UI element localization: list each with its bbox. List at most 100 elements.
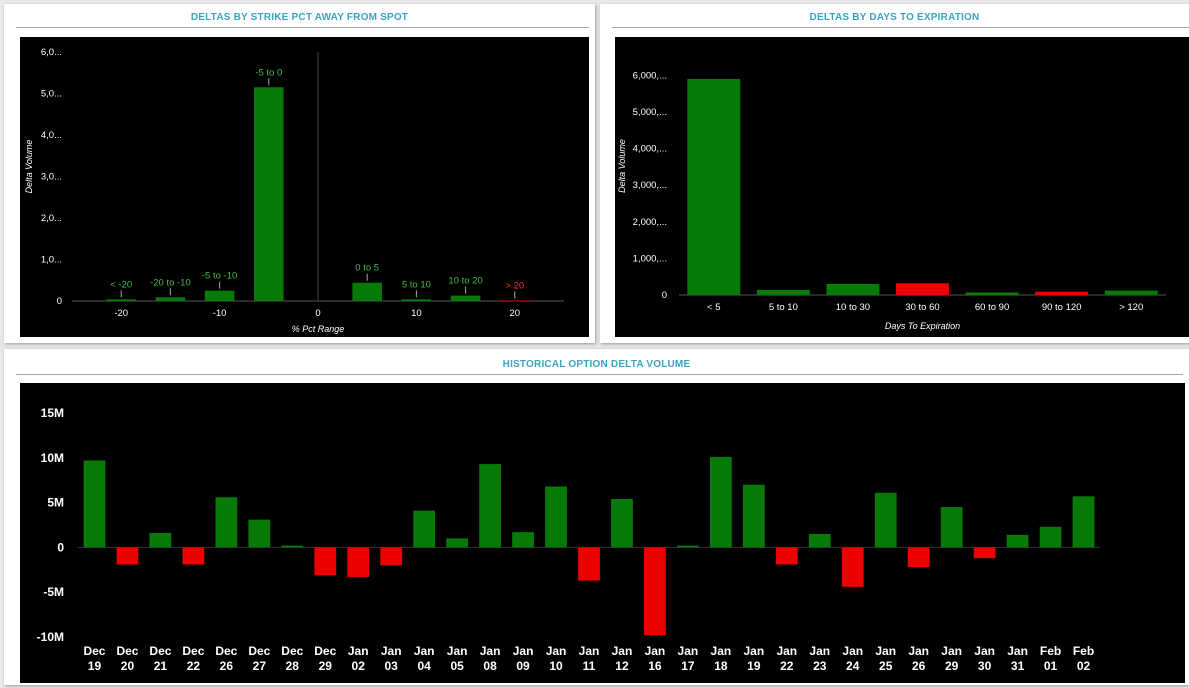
x-tick-label-month: Dec [281, 644, 303, 658]
y-tick-label: 5,000,... [633, 107, 667, 118]
y-tick-label: 15M [41, 406, 64, 420]
x-tick-label: 5 to 10 [769, 302, 798, 313]
x-tick-label-month: Jan [645, 644, 666, 658]
x-tick-label-month: Jan [743, 644, 764, 658]
expiry-title-rule [612, 27, 1189, 28]
x-tick-label: 0 [315, 308, 320, 319]
bar [149, 533, 172, 548]
x-tick-label-month: Jan [414, 644, 435, 658]
bar [756, 289, 810, 295]
bar-data-label: < -20 [110, 279, 132, 290]
y-axis-title: Delta Volume [24, 140, 34, 194]
bar [479, 464, 501, 548]
bar [1006, 534, 1029, 548]
bar [446, 538, 469, 548]
bar [611, 499, 633, 548]
x-tick-label: -10 [213, 308, 227, 319]
expiry-chart: 0 1,000,... 2,000,... 3,000,... 4,000,... 5,0… [615, 37, 1189, 337]
x-axis-title: Days To Expiration [885, 321, 960, 331]
x-tick-label: > 120 [1119, 302, 1143, 313]
strike-pct-chart-svg: 0 1,0... 2,0... 3,0... 4,0... 5,0... 6,0... -20… [24, 47, 564, 334]
x-tick-label-day: 11 [583, 659, 596, 673]
x-tick-label-month: Jan [875, 644, 896, 658]
x-tick-label-day: 20 [121, 659, 135, 673]
x-tick-label-month: Jan [381, 644, 402, 658]
x-tick-label-day: 22 [780, 659, 794, 673]
bar [742, 484, 765, 548]
x-tick-label-month: Jan [480, 644, 501, 658]
bar [413, 510, 436, 548]
x-tick-label-month: Dec [83, 644, 105, 658]
bar [347, 547, 370, 577]
bar [215, 497, 238, 548]
x-axis-title: % Pct Range [292, 324, 345, 334]
x-tick-label-day: 26 [220, 659, 234, 673]
x-tick-label-day: 05 [450, 659, 464, 673]
x-tick-label-day: 02 [1077, 659, 1091, 673]
history-title-rule [16, 374, 1183, 375]
x-tick-label-day: 21 [154, 659, 168, 673]
x-tick-label-month: Jan [842, 644, 863, 658]
bar [106, 299, 136, 301]
bar [155, 297, 186, 301]
history-chart-svg: -10M-5M05M10M15MDec19Dec20Dec21Dec22Dec2… [37, 406, 1100, 673]
y-tick-label: 5,0... [41, 89, 62, 100]
x-tick-label: 60 to 90 [975, 302, 1009, 313]
y-tick-label: -5M [43, 585, 64, 599]
bar [965, 292, 1019, 295]
bar [644, 547, 666, 636]
bar [826, 284, 880, 295]
x-tick-label: 90 to 120 [1042, 302, 1082, 313]
x-tick-label-day: 25 [879, 659, 893, 673]
bar [874, 492, 897, 548]
strike-pct-panel: DELTAS BY STRIKE PCT AWAY FROM SPOT 0 1,0… [4, 4, 595, 343]
bar-data-label: 5 to 10 [402, 279, 431, 290]
x-tick-label-day: 22 [187, 659, 201, 673]
bar-data-label: -5 to -10 [202, 271, 237, 282]
y-tick-label: 3,0... [41, 172, 62, 183]
y-axis-title: Delta Volume [617, 139, 627, 193]
bar [973, 547, 996, 559]
bar [687, 78, 741, 295]
x-tick-label-month: Jan [612, 644, 633, 658]
x-tick-label-day: 12 [615, 659, 629, 673]
bar [281, 545, 304, 548]
bar [116, 547, 139, 565]
y-tick-label: 1,000,... [633, 253, 667, 264]
y-tick-label: -10M [37, 630, 64, 644]
bar-data-label: -5 to 0 [255, 67, 282, 78]
bar-data-label: 10 to 20 [448, 276, 482, 287]
x-tick-label-month: Jan [809, 644, 830, 658]
x-tick-label-day: 09 [516, 659, 530, 673]
bar [83, 460, 106, 548]
x-tick-label-day: 31 [1011, 659, 1025, 673]
x-tick-label-day: 19 [88, 659, 102, 673]
x-tick-label-month: Jan [1007, 644, 1028, 658]
x-tick-label-day: 29 [945, 659, 959, 673]
bar-data-label: -20 to -10 [150, 277, 191, 288]
x-tick-label-day: 17 [681, 659, 695, 673]
x-tick-label-month: Dec [182, 644, 204, 658]
bar [500, 300, 530, 302]
x-tick-label: 30 to 60 [905, 302, 939, 313]
bar [896, 283, 949, 295]
bar [182, 547, 205, 565]
bar [1104, 290, 1158, 295]
x-tick-label: 20 [510, 308, 521, 319]
history-panel: HISTORICAL OPTION DELTA VOLUME -10M -5M 0 5… [4, 349, 1189, 685]
x-tick-label-month: Jan [579, 644, 600, 658]
x-tick-label-month: Jan [546, 644, 567, 658]
x-tick-label-month: Dec [314, 644, 336, 658]
x-tick-label-day: 16 [648, 659, 662, 673]
y-tick-label: 10M [41, 451, 64, 465]
y-tick-label: 5M [47, 496, 64, 510]
y-tick-label: 2,0... [41, 213, 62, 224]
history-chart: -10M -5M 0 5M 10M 15M Dec 19 Dec 20 Dec 21 Dec 22 Dec 2… [20, 383, 1185, 683]
bar [1035, 291, 1089, 295]
bar [314, 547, 337, 576]
x-tick-label-month: Jan [447, 644, 468, 658]
x-tick-label: < 5 [707, 302, 720, 313]
x-tick-label-month: Jan [908, 644, 929, 658]
x-tick-label-day: 19 [747, 659, 761, 673]
x-tick-label-month: Dec [116, 644, 138, 658]
